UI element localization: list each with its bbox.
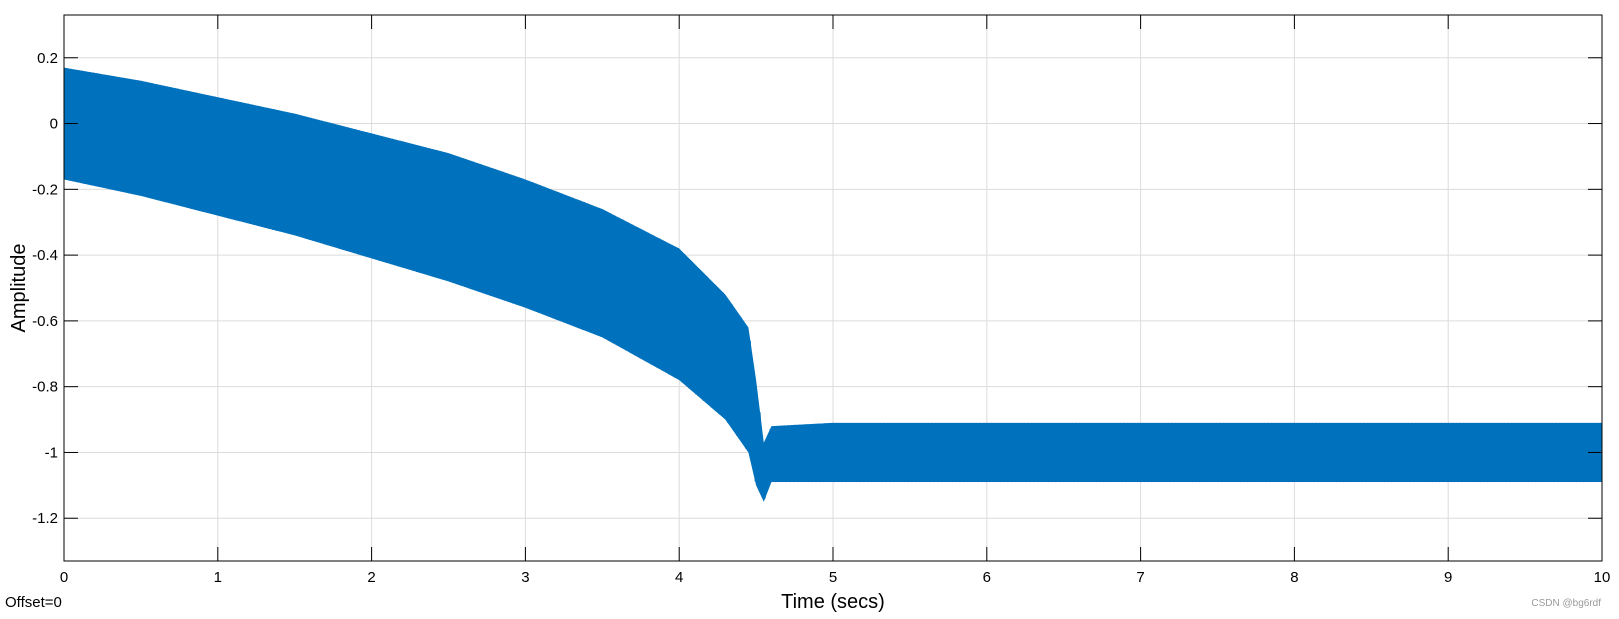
y-tick-label: -0.8 <box>32 379 58 396</box>
watermark: CSDN @bg6rdf <box>1531 598 1601 609</box>
x-tick-label: 1 <box>214 569 222 586</box>
axis-ticks: 0 1 2 3 4 5 6 7 8 9 10 0.2 0 -0.2 -0.4 -0.6 -0.8 -1 -1.2 <box>32 15 1610 586</box>
y-axis-label: Amplitude <box>8 244 30 333</box>
x-tick-label: 5 <box>829 569 837 586</box>
grid-lines <box>64 15 1602 561</box>
x-tick-label: 0 <box>60 569 68 586</box>
x-tick-label: 4 <box>675 569 683 586</box>
x-tick-label: 10 <box>1594 569 1611 586</box>
y-tick-label: -0.2 <box>32 181 58 198</box>
x-tick-label: 8 <box>1290 569 1298 586</box>
y-tick-label: -0.4 <box>32 247 58 264</box>
offset-label: Offset=0 <box>5 594 62 611</box>
signal-trace <box>63 67 1602 502</box>
y-tick-label: 0 <box>50 116 58 133</box>
signal-line <box>63 67 1601 499</box>
x-tick-label: 3 <box>521 569 529 586</box>
y-tick-label: -1.2 <box>32 510 58 527</box>
x-axis-label: Time (secs) <box>781 591 885 613</box>
x-tick-label: 2 <box>367 569 375 586</box>
y-tick-label: -0.6 <box>32 313 58 330</box>
y-tick-label: 0.2 <box>37 50 58 67</box>
y-tick-label: -1 <box>45 444 58 461</box>
x-tick-label: 9 <box>1444 569 1452 586</box>
x-tick-label: 6 <box>983 569 991 586</box>
x-tick-label: 7 <box>1136 569 1144 586</box>
